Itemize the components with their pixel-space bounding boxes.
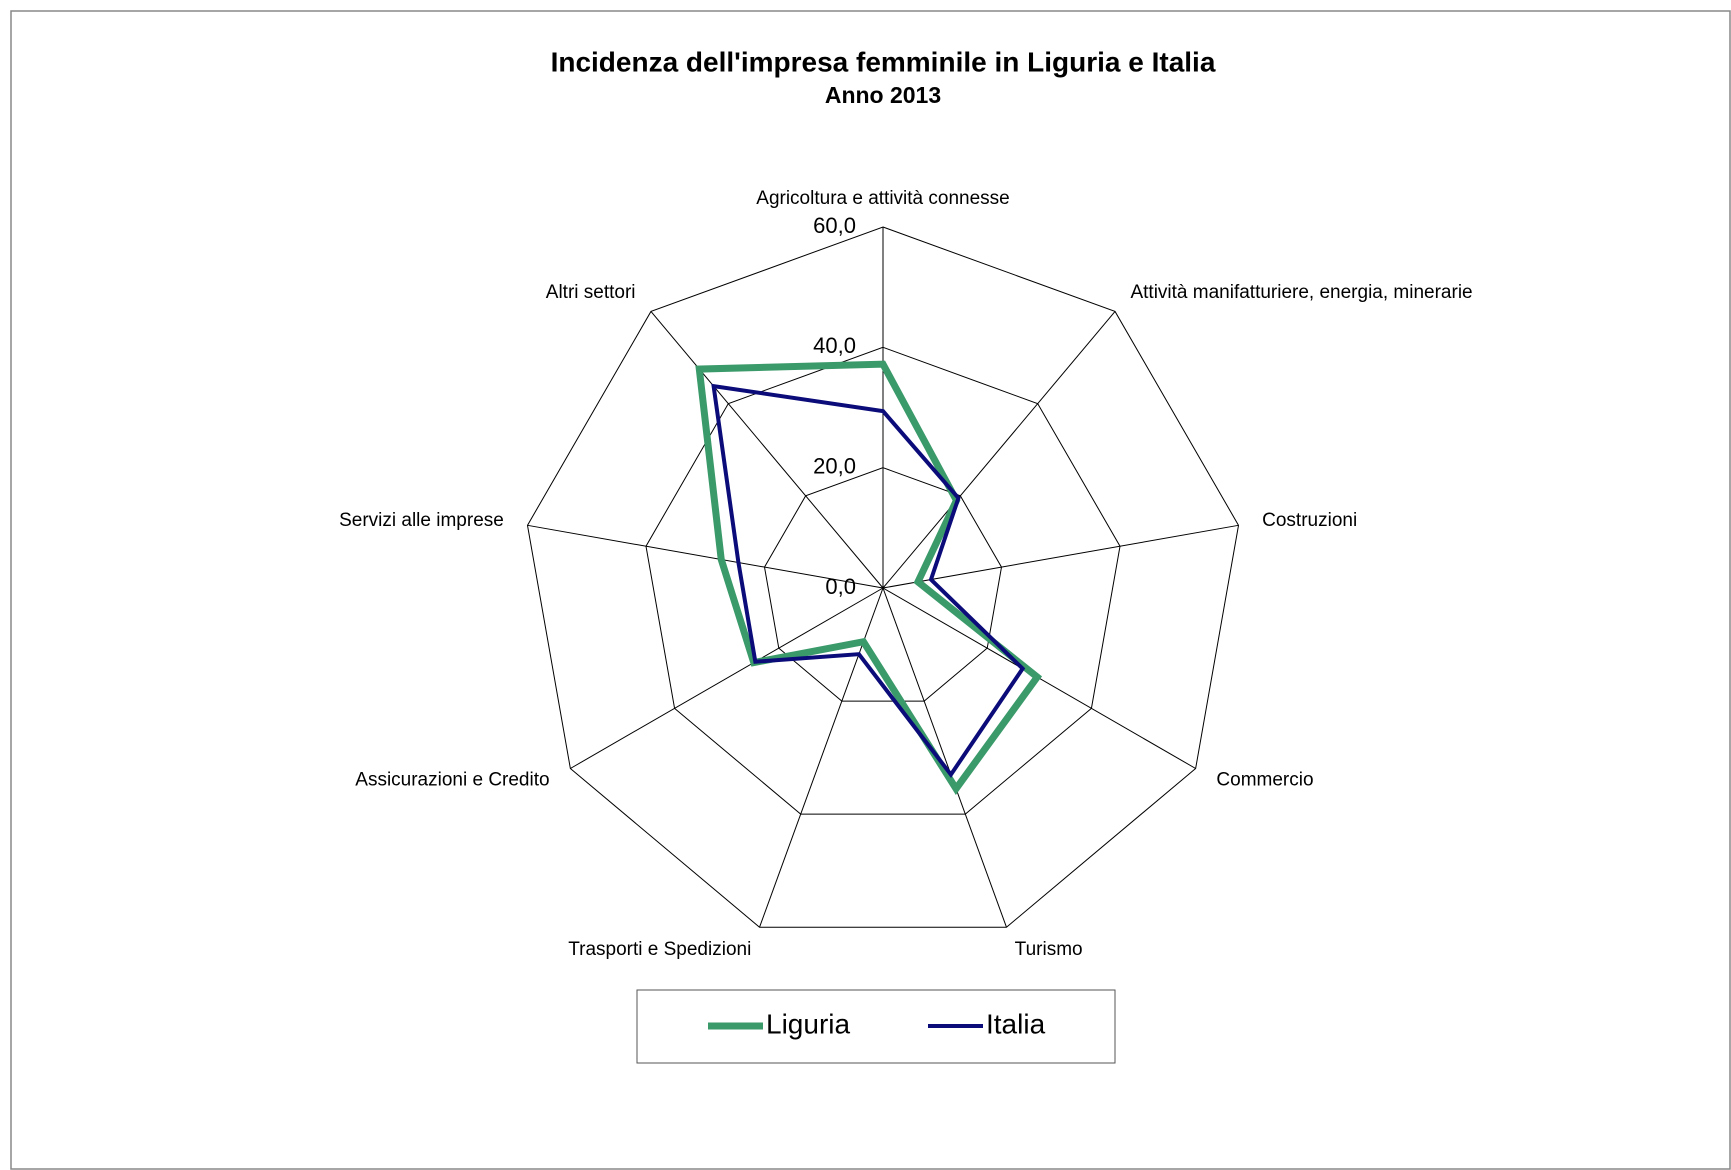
legend-label: Liguria [766,1008,850,1039]
series-line [695,360,1043,795]
category-label: Altri settori [546,282,636,303]
category-label: Attività manifatturiere, energia, minera… [1130,282,1472,303]
category-label: Agricoltura e attività connesse [756,188,1009,209]
legend-label: Italia [986,1008,1046,1039]
grid-ring [526,226,1240,928]
category-label: Commercio [1216,770,1313,791]
category-label: Turismo [1015,939,1083,960]
chart-subtitle: Anno 2013 [825,82,941,108]
axis-spoke [570,587,884,769]
axis-spoke [527,524,884,589]
tick-label: 20,0 [813,453,856,478]
tick-label: 0,0 [825,574,856,599]
axis-spoke [882,587,1007,928]
axis-spoke [650,311,884,589]
category-label: Servizi alle imprese [339,510,504,531]
grid-ring [645,346,1121,815]
tick-label: 60,0 [813,213,856,238]
category-label: Costruzioni [1262,510,1357,531]
series-line [711,383,1026,778]
tick-label: 40,0 [813,333,856,358]
grid-ring [763,467,1003,702]
category-label: Trasporti e Spedizioni [568,939,751,960]
category-label: Assicurazioni e Credito [355,770,549,791]
chart-border [10,10,1731,1170]
axis-spoke [882,311,1116,589]
axis-spoke [882,524,1239,589]
chart-title: Incidenza dell'impresa femminile in Ligu… [551,46,1216,77]
